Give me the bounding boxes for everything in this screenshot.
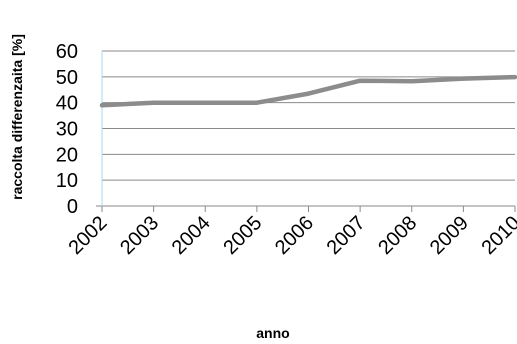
x-tick-label: 2004 (168, 212, 215, 259)
y-tick-labels: 0 10 20 30 40 50 60 (56, 41, 78, 218)
y-tick-label: 0 (67, 196, 78, 218)
x-axis-title: anno (256, 325, 289, 341)
x-tick-label: 2005 (219, 212, 266, 259)
y-tick-label: 60 (56, 41, 78, 63)
x-tick-label: 2006 (271, 212, 318, 259)
y-tick-label: 30 (56, 119, 78, 141)
y-tick-label: 40 (56, 93, 78, 115)
x-tick-label: 2009 (426, 212, 473, 259)
y-tick-label: 20 (56, 144, 78, 166)
axes (96, 51, 516, 212)
y-tick-label: 50 (56, 67, 78, 89)
y-axis-title: raccolta differenzaita [%] (9, 34, 25, 200)
x-tick-label: 2010 (478, 212, 517, 259)
gridlines (102, 50, 515, 181)
series-layer (99, 74, 517, 108)
x-tick-label: 2008 (374, 212, 421, 259)
x-tick-label: 2003 (116, 212, 163, 259)
x-tick-labels: 2002 2003 2004 2005 2006 2007 2008 2009 2010 (65, 212, 517, 259)
series-line (99, 74, 517, 108)
x-tick-label: 2002 (65, 212, 112, 259)
y-tick-label: 10 (56, 170, 78, 192)
x-tick-label: 2007 (323, 212, 370, 259)
